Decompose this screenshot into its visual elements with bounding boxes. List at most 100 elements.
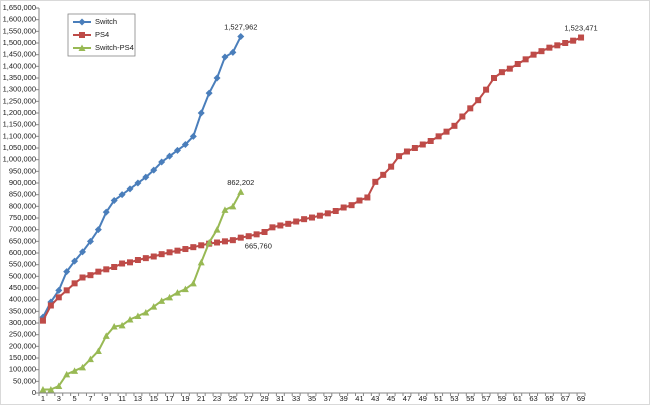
x-tick-label: 41 bbox=[355, 394, 363, 403]
marker bbox=[309, 214, 315, 221]
x-tick-label: 51 bbox=[434, 394, 442, 403]
y-tick-label: 200,000 bbox=[9, 341, 36, 350]
marker bbox=[221, 206, 229, 213]
x-tick-label: 47 bbox=[403, 394, 411, 403]
marker bbox=[411, 145, 418, 151]
y-tick-label: 500,000 bbox=[9, 271, 36, 280]
y-tick-label: 1,300,000 bbox=[3, 85, 36, 94]
marker bbox=[554, 42, 561, 49]
marker bbox=[237, 234, 244, 241]
y-tick-label: 0 bbox=[32, 388, 36, 397]
x-tick-label: 49 bbox=[419, 394, 427, 403]
marker bbox=[87, 272, 94, 279]
x-tick-label: 17 bbox=[165, 394, 173, 403]
marker bbox=[380, 171, 387, 178]
data-label: 1,527,962 bbox=[224, 22, 257, 31]
marker bbox=[459, 113, 466, 120]
marker bbox=[55, 286, 63, 294]
marker bbox=[419, 141, 426, 148]
y-tick-label: 950,000 bbox=[9, 166, 36, 175]
legend-label: Switch-PS4 bbox=[95, 43, 134, 52]
marker bbox=[78, 44, 86, 51]
marker bbox=[39, 317, 46, 324]
marker bbox=[119, 260, 126, 267]
marker bbox=[94, 226, 102, 234]
marker bbox=[118, 191, 126, 199]
marker bbox=[150, 166, 158, 174]
y-tick-label: 800,000 bbox=[9, 201, 36, 210]
marker bbox=[403, 148, 410, 155]
marker bbox=[197, 109, 205, 117]
y-tick-label: 1,000,000 bbox=[3, 155, 36, 164]
y-tick-label: 50,000 bbox=[13, 376, 36, 385]
marker bbox=[538, 48, 545, 55]
y-tick-label: 250,000 bbox=[9, 330, 36, 339]
marker bbox=[134, 312, 142, 319]
marker bbox=[71, 280, 78, 287]
x-tick-label: 27 bbox=[245, 394, 253, 403]
x-tick-label: 9 bbox=[104, 394, 108, 403]
x-tick-label: 55 bbox=[466, 394, 474, 403]
marker bbox=[166, 249, 173, 256]
marker bbox=[364, 194, 371, 201]
x-tick-label: 7 bbox=[88, 394, 92, 403]
x-tick-label: 21 bbox=[197, 394, 205, 403]
marker bbox=[467, 105, 474, 112]
marker bbox=[483, 86, 490, 93]
y-tick-label: 850,000 bbox=[9, 190, 36, 199]
legend-label: Switch bbox=[95, 17, 117, 26]
marker bbox=[237, 188, 245, 195]
y-tick-label: 400,000 bbox=[9, 295, 36, 304]
marker bbox=[332, 208, 339, 214]
marker bbox=[118, 321, 126, 329]
y-tick-label: 1,100,000 bbox=[3, 131, 36, 140]
y-tick-label: 1,350,000 bbox=[3, 73, 36, 82]
marker bbox=[245, 233, 252, 240]
x-tick-label: 63 bbox=[529, 394, 537, 403]
marker bbox=[86, 237, 94, 245]
data-label: 1,523,471 bbox=[564, 24, 597, 33]
y-tick-label: 300,000 bbox=[9, 318, 36, 327]
x-tick-label: 23 bbox=[213, 394, 221, 403]
y-tick-label: 350,000 bbox=[9, 306, 36, 315]
marker bbox=[150, 303, 158, 310]
marker bbox=[277, 222, 284, 229]
marker bbox=[213, 226, 221, 233]
marker bbox=[79, 363, 87, 371]
marker bbox=[213, 74, 221, 82]
marker bbox=[173, 146, 181, 154]
marker bbox=[47, 386, 55, 393]
marker bbox=[79, 32, 85, 38]
marker bbox=[63, 370, 71, 378]
y-tick-label: 600,000 bbox=[9, 248, 36, 257]
y-tick-label: 450,000 bbox=[9, 283, 36, 292]
marker bbox=[134, 179, 142, 187]
marker bbox=[102, 332, 110, 339]
marker bbox=[340, 204, 347, 211]
y-tick-label: 1,600,000 bbox=[3, 15, 36, 24]
marker bbox=[126, 185, 134, 193]
x-tick-label: 1 bbox=[41, 394, 45, 403]
marker bbox=[229, 202, 237, 210]
x-tick-label: 53 bbox=[450, 394, 458, 403]
marker bbox=[475, 97, 482, 104]
marker bbox=[47, 302, 54, 309]
marker bbox=[189, 279, 197, 287]
marker bbox=[285, 220, 292, 227]
marker bbox=[71, 257, 79, 265]
x-tick-label: 65 bbox=[545, 394, 553, 403]
marker bbox=[71, 367, 79, 374]
marker bbox=[229, 48, 237, 56]
y-tick-label: 150,000 bbox=[9, 353, 36, 362]
marker bbox=[181, 141, 189, 148]
marker bbox=[166, 152, 174, 160]
x-tick-label: 61 bbox=[514, 394, 522, 403]
marker bbox=[253, 231, 260, 238]
y-tick-label: 1,550,000 bbox=[3, 26, 36, 35]
x-tick-label: 33 bbox=[292, 394, 300, 403]
marker bbox=[221, 53, 229, 61]
marker bbox=[427, 138, 434, 144]
x-tick-label: 31 bbox=[276, 394, 284, 403]
